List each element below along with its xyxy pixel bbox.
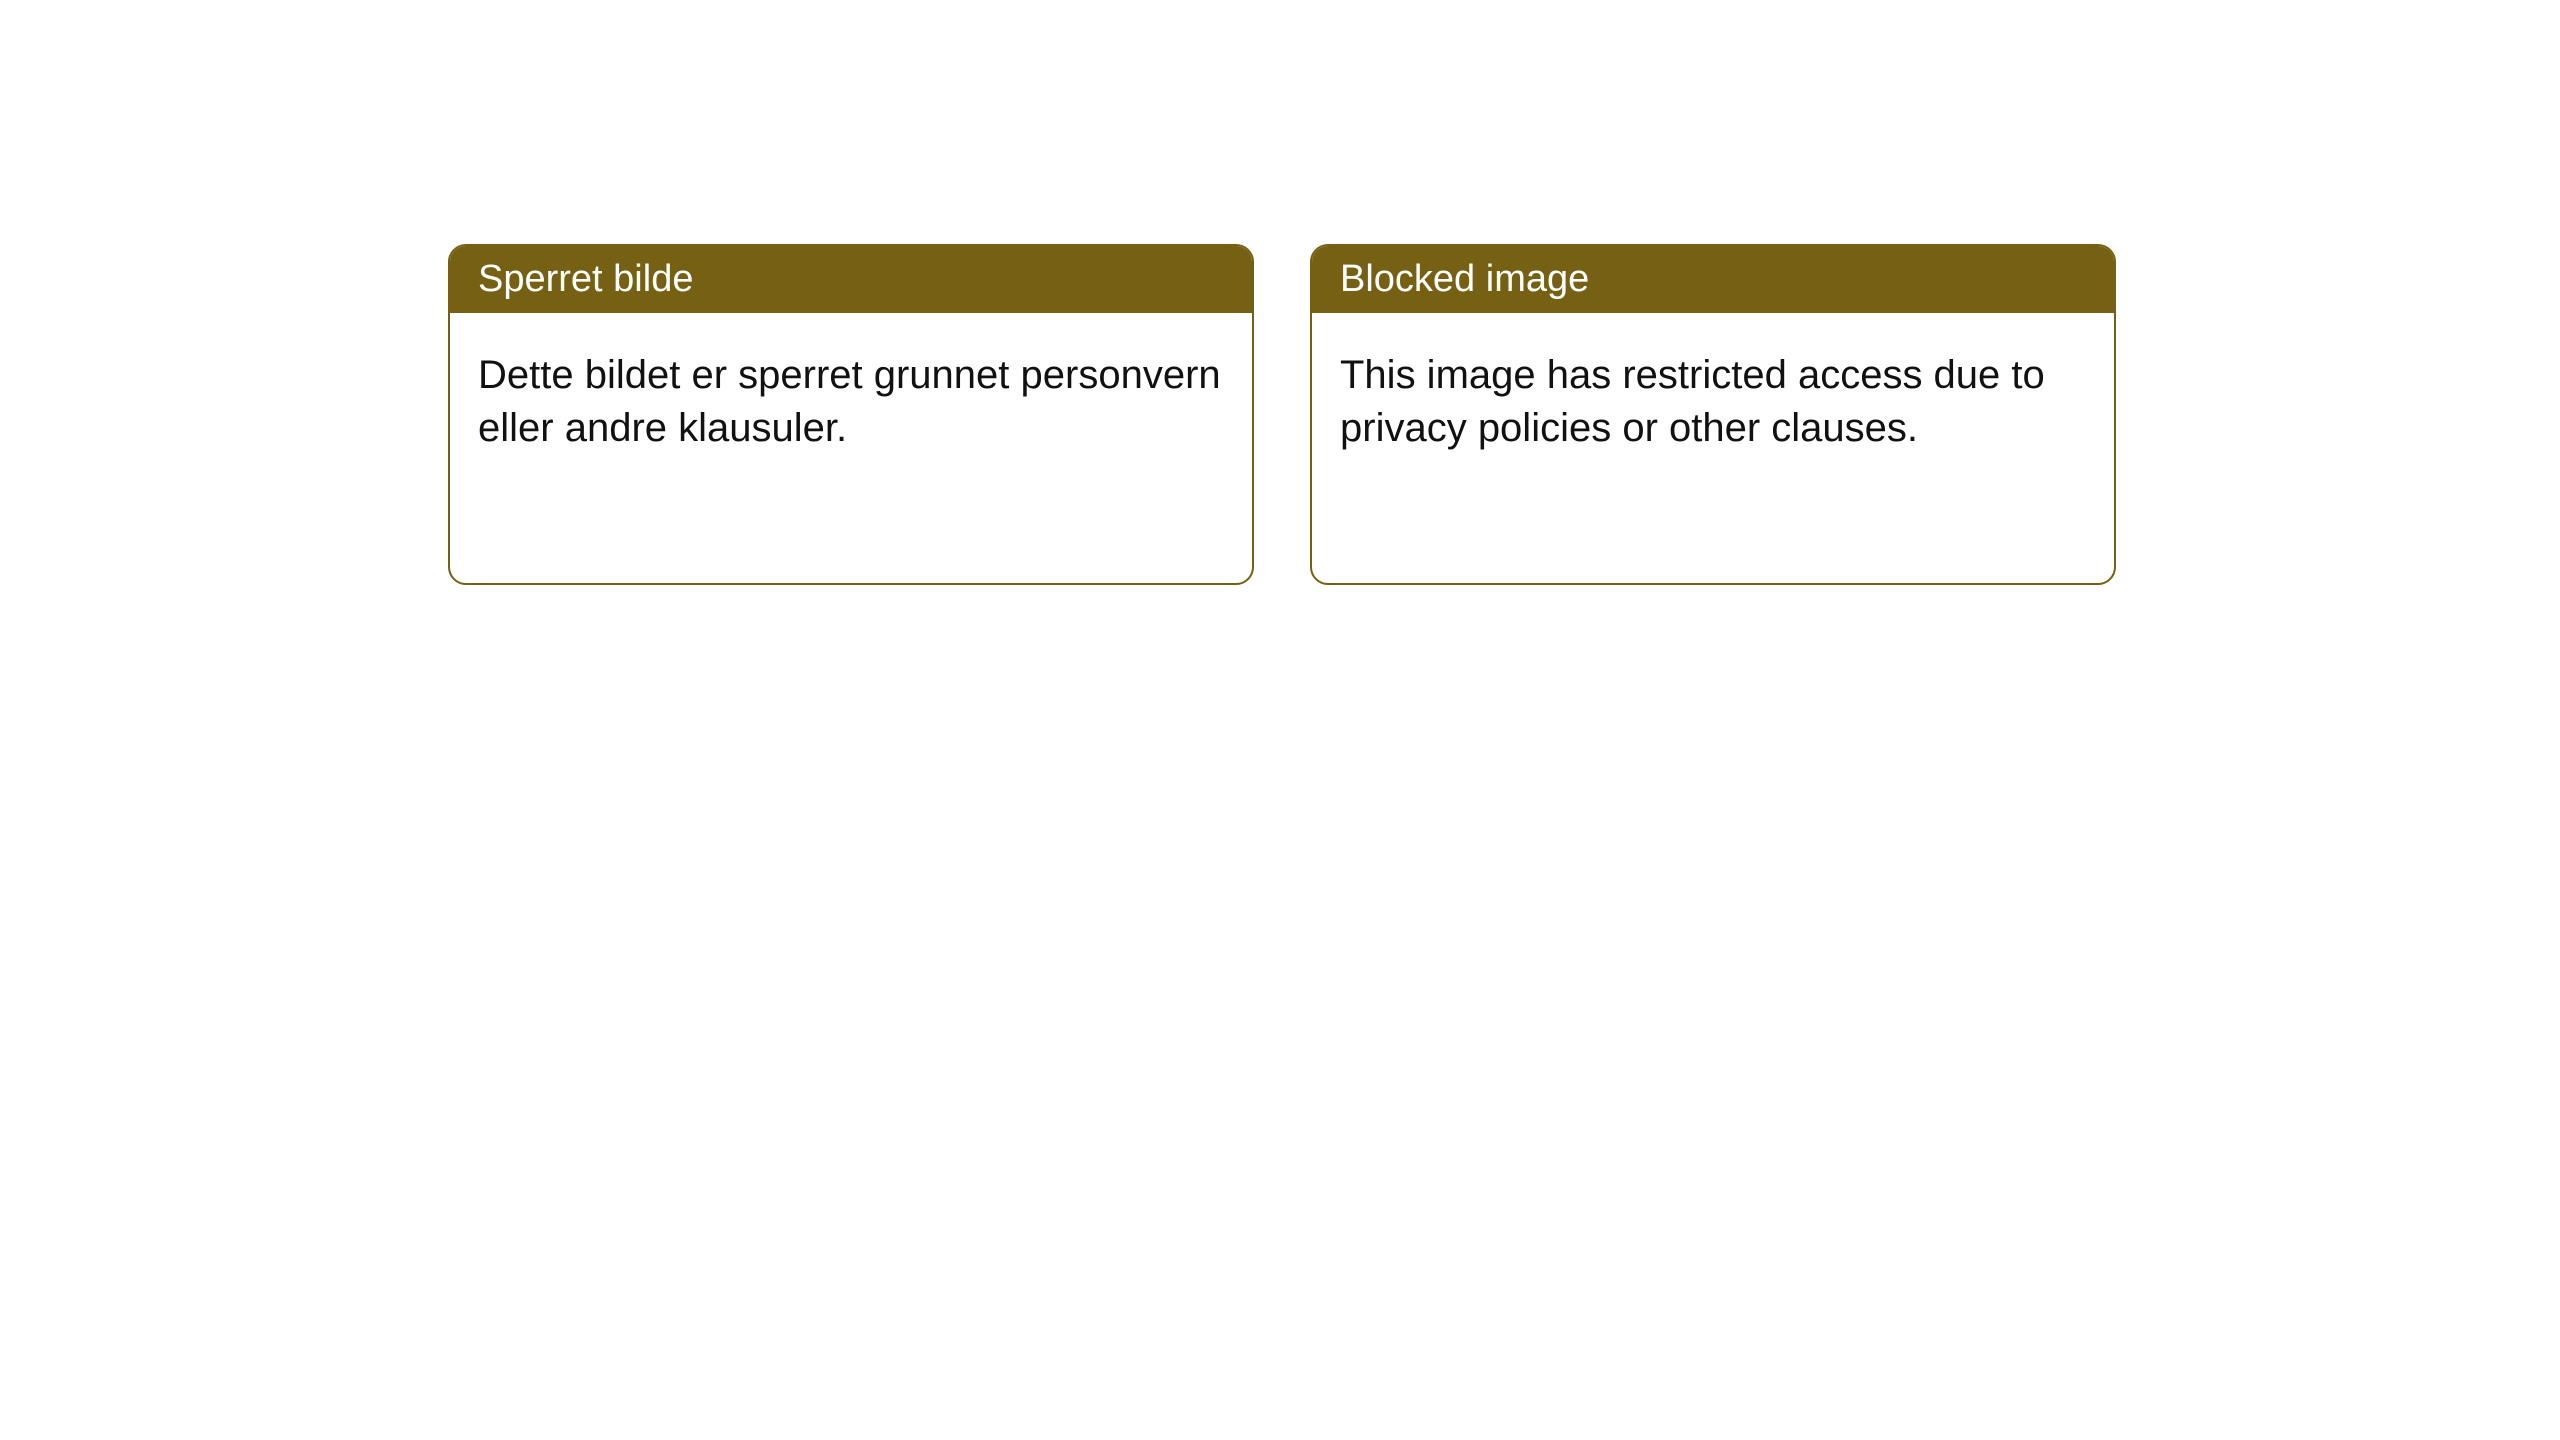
notice-card-body: Dette bildet er sperret grunnet personve…: [450, 313, 1252, 583]
notice-cards-container: Sperret bilde Dette bildet er sperret gr…: [0, 0, 2560, 585]
notice-card-title: Sperret bilde: [450, 246, 1252, 313]
notice-card-norwegian: Sperret bilde Dette bildet er sperret gr…: [448, 244, 1254, 585]
notice-card-title: Blocked image: [1312, 246, 2114, 313]
notice-card-english: Blocked image This image has restricted …: [1310, 244, 2116, 585]
notice-card-body: This image has restricted access due to …: [1312, 313, 2114, 583]
